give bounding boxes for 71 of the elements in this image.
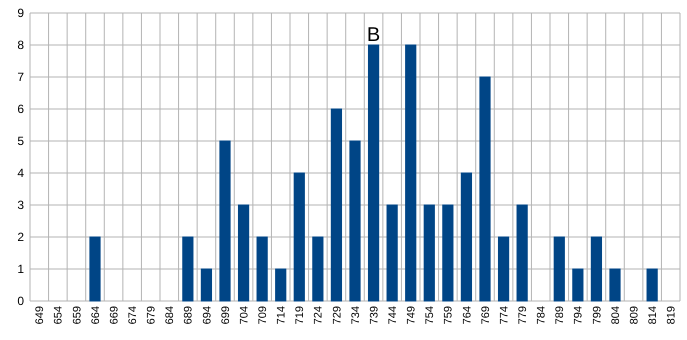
bar (386, 204, 398, 302)
bar (405, 44, 416, 302)
y-tick-label: 6 (17, 102, 24, 116)
x-tick-label: 659 (71, 306, 84, 324)
annotation: B (366, 24, 380, 46)
x-tick-label: 724 (312, 306, 325, 324)
x-tick-label: 654 (52, 306, 65, 324)
y-tick-label: 4 (17, 166, 24, 180)
bar (89, 236, 101, 302)
x-tick-label: 779 (516, 306, 529, 324)
x-tick-label: 719 (294, 306, 306, 324)
x-tick-label: 739 (368, 306, 380, 324)
x-tick-label: 669 (108, 306, 120, 324)
bar (442, 204, 454, 302)
x-tick-label: 749 (406, 306, 418, 324)
bar (498, 236, 510, 302)
bar (256, 236, 268, 302)
x-tick-label: 809 (628, 306, 640, 324)
x-tick-label: 789 (554, 306, 566, 324)
bar (275, 268, 286, 302)
x-tick-label: 769 (480, 306, 492, 324)
bar (516, 204, 528, 302)
x-tick-label: 744 (386, 306, 399, 324)
x-tick-label: 694 (201, 306, 214, 324)
bar (238, 204, 250, 302)
bar (349, 140, 361, 302)
x-tick-label: 699 (220, 306, 232, 324)
y-tick-label: 7 (17, 70, 24, 84)
y-tick-label: 3 (17, 198, 24, 212)
x-tick-label: 704 (238, 306, 250, 324)
y-tick-label: 5 (17, 134, 24, 148)
bar (424, 204, 435, 302)
y-tick-label: 2 (17, 230, 24, 244)
x-tick-label: 814 (646, 306, 659, 324)
x-tick-label: 784 (536, 306, 548, 324)
x-tick-label: 674 (126, 306, 139, 324)
x-tick-label: 764 (461, 306, 474, 324)
x-tick-label: 709 (256, 306, 269, 324)
bar (572, 268, 584, 302)
bar (330, 108, 342, 302)
x-tick-label: 774 (498, 306, 510, 324)
y-tick-label: 9 (17, 6, 24, 20)
x-tick-label: 794 (572, 306, 585, 324)
bar (219, 140, 231, 302)
bar (554, 236, 565, 302)
x-tick-label: 734 (350, 306, 362, 324)
bar (200, 268, 212, 302)
x-tick-label: 819 (666, 306, 678, 324)
bar (609, 268, 621, 302)
x-tick-label: 799 (591, 306, 604, 324)
x-tick-label: 689 (182, 306, 195, 324)
x-tick-label: 729 (331, 306, 344, 324)
x-tick-label: 754 (424, 306, 436, 324)
bar (646, 268, 658, 302)
bar (182, 236, 194, 302)
bar (294, 172, 305, 302)
bar (590, 236, 602, 302)
x-tick-label: 649 (34, 306, 46, 324)
bar (479, 76, 491, 302)
x-tick-label: 679 (146, 306, 158, 324)
y-tick-label: 8 (17, 38, 24, 52)
x-tick-label: 664 (90, 306, 102, 324)
bar (460, 172, 472, 302)
x-tick-label: 714 (276, 306, 288, 324)
bar (368, 44, 380, 302)
x-tick-label: 759 (442, 306, 455, 324)
y-tick-label: 0 (17, 294, 24, 308)
x-tick-label: 684 (164, 306, 176, 324)
y-tick-label: 1 (17, 262, 24, 276)
x-tick-label: 804 (610, 306, 622, 324)
bar (312, 236, 324, 302)
